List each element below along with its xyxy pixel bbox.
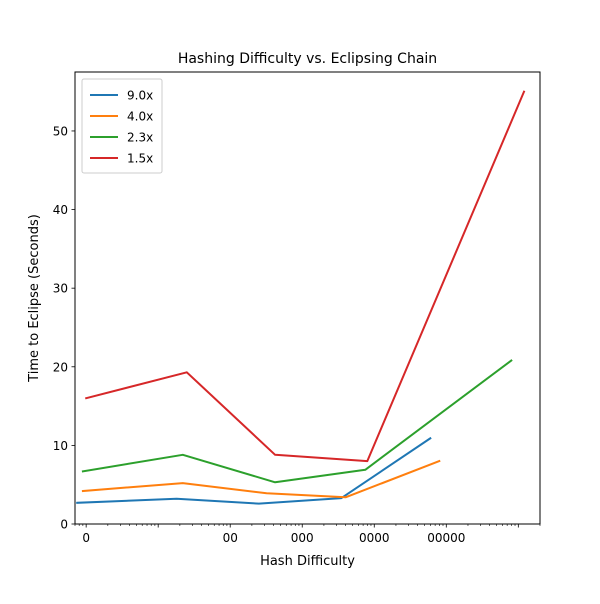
plot-area-frame: [74, 71, 541, 525]
axes-layer: [74, 71, 541, 525]
x-axis-label: Hash Difficulty: [260, 554, 355, 569]
y-axis-label: Time to Eclipse (Seconds): [27, 214, 42, 383]
y-tick-label: 20: [53, 360, 68, 374]
y-tick-label: 0: [60, 518, 68, 532]
legend-box: [81, 78, 163, 174]
y-tick-label: 40: [53, 203, 68, 217]
legend-label: 1.5x: [127, 152, 153, 166]
series-layer: [76, 90, 526, 505]
series-line: [84, 90, 526, 463]
x-tick-label: 00: [223, 531, 238, 545]
y-tick-label: 30: [53, 282, 68, 296]
x-tick-label: 000: [291, 531, 314, 545]
x-tick-label: 0: [82, 531, 90, 545]
chart-title: Hashing Difficulty vs. Eclipsing Chain: [178, 51, 437, 67]
series-line: [81, 359, 513, 484]
x-tick-label: 00000: [427, 531, 465, 545]
legend: 9.0x 4.0x 2.3x 1.5x: [81, 78, 163, 174]
x-tick-label: 0000: [359, 531, 390, 545]
legend-label: 2.3x: [127, 131, 153, 145]
y-axis-ticks: 0 10 20 30 40 50: [53, 124, 75, 532]
series-line: [81, 459, 441, 499]
series-line: [76, 436, 432, 505]
y-tick-label: 50: [53, 124, 68, 138]
legend-label: 9.0x: [127, 89, 153, 103]
legend-label: 4.0x: [127, 110, 153, 124]
y-tick-label: 10: [53, 439, 68, 453]
x-axis-ticks: 0 00 000 0000 00000: [74, 524, 541, 545]
